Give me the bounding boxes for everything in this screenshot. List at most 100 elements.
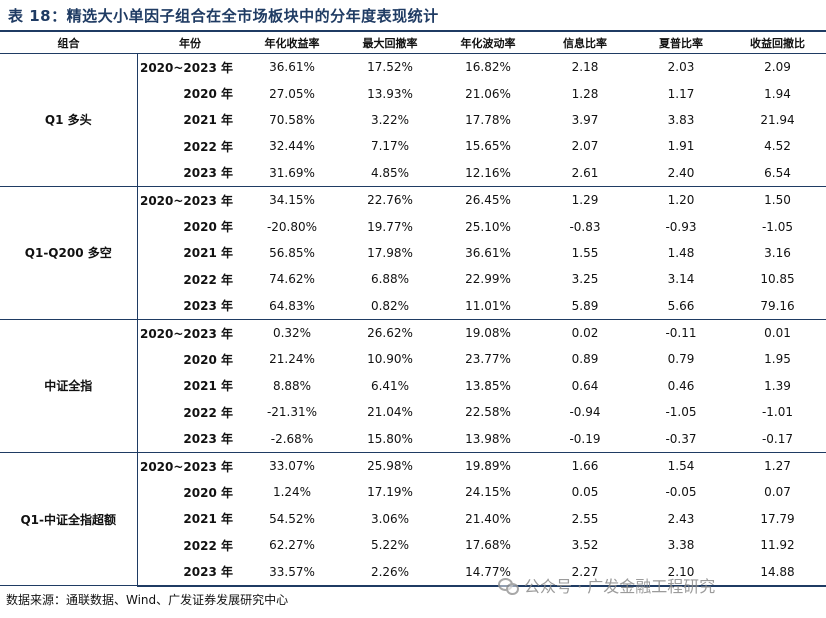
value-cell: 5.89 [537,292,633,320]
value-cell: 3.83 [667,112,695,127]
table-row: Q1-中证全指超额 2020~2023 年 33.07% 25.98% 19.89% 1.… [0,452,826,587]
value-cell: 0.05 [571,485,599,500]
value-cell: -0.05 [665,485,697,500]
table-row: 2021 年 70.58% 3.22% 17.78% 3.97 3.83 21.94 [0,107,826,133]
title-divider [0,30,826,32]
wechat-icon [498,577,519,595]
value-cell: 19.77% [367,219,413,234]
value-cell: 33.57% [243,558,341,587]
group-name-cell: 中证全指 [0,319,138,453]
value-cell: 1.55 [571,245,599,260]
year-cell: 2020 年 [183,220,233,235]
value-cell: 2.03 [667,60,695,75]
value-cell: -0.17 [729,425,826,453]
value-cell: 11.92 [760,538,795,553]
year-cell: 2021 年 [183,113,233,128]
value-cell: 34.15% [269,193,315,208]
data-source-note: 数据来源：通联数据、Wind、广发证券发展研究中心 [6,593,289,607]
value-cell: 2.09 [764,60,791,75]
header-cell: 组合 [0,32,137,54]
value-cell: -0.19 [537,425,633,453]
value-cell: 4.52 [764,139,791,154]
value-cell: 0.01 [764,326,791,341]
value-cell: 0.46 [667,378,695,393]
value-cell: 62.27% [269,538,315,553]
watermark-text: 公众号 · 广发金融工程研究 [524,577,716,596]
value-cell: 0.32% [272,326,312,341]
value-cell: 15.65% [465,139,511,154]
value-cell: 17.78% [465,112,511,127]
header-cell: 信息比率 [537,32,633,54]
table-row: 2021 年 8.88% 6.41% 13.85% 0.64 0.46 1.39 [0,373,826,399]
value-cell: 25.10% [465,219,511,234]
table-row: 2023 年 33.57% 2.26% 14.77% 2.27 2.10 14.88 [0,558,826,587]
value-cell: 23.77% [465,352,511,367]
header-cell: 年份 [137,32,243,54]
year-cell: 2023 年 [137,159,243,187]
value-cell: 1.91 [667,139,695,154]
value-cell: 33.07% [269,459,315,474]
value-cell: 26.45% [465,193,511,208]
value-cell: 56.85% [269,245,315,260]
header-cell: 年化波动率 [439,32,537,54]
value-cell: 2.18 [571,60,599,75]
group-name-cell: Q1 多头 [0,53,138,187]
year-cell: 2020~2023 年 [139,459,233,474]
year-cell: 2022 年 [183,538,233,553]
year-cell: 2021 年 [183,246,233,261]
value-cell: 21.94 [760,112,795,127]
year-cell: 2022 年 [183,405,233,420]
value-cell: 17.68% [465,538,511,553]
value-cell: 1.48 [667,245,695,260]
value-cell: 1.29 [571,193,599,208]
value-cell: 1.54 [667,459,695,474]
value-cell: 2.07 [571,139,599,154]
value-cell: 1.94 [764,86,791,101]
value-cell: 3.25 [571,272,599,287]
value-cell: 0.79 [667,352,695,367]
value-cell: 1.20 [667,193,695,208]
value-cell: 21.06% [465,86,511,101]
value-cell: 2.43 [667,511,695,526]
value-cell: 3.22% [370,112,410,127]
value-cell: 10.85 [760,272,795,287]
value-cell: 0.89 [571,352,599,367]
year-cell: 2023 年 [137,425,243,453]
value-cell: 19.89% [465,459,511,474]
value-cell: -1.05 [665,405,697,420]
value-cell: 0.82% [341,292,439,320]
value-cell: 6.88% [370,272,410,287]
watermark: 公众号 · 广发金融工程研究 [498,574,715,596]
value-cell: 0.02 [571,326,599,341]
value-cell: 12.16% [439,159,537,187]
group-name-cell: Q1-中证全指超额 [0,452,138,587]
value-cell: 17.52% [367,60,413,75]
value-cell: 36.61% [269,60,315,75]
value-cell: 14.88 [729,558,826,587]
value-cell: -0.83 [569,219,601,234]
value-cell: 11.01% [439,292,537,320]
year-cell: 2020 年 [183,485,233,500]
header-cell: 夏普比率 [633,32,729,54]
table-body: Q1 多头 2020~2023 年 36.61% 17.52% 16.82% 2.18 2.… [0,53,826,587]
year-cell: 2022 年 [183,139,233,154]
year-cell: 2020 年 [183,352,233,367]
table-row: 2020 年 27.05% 13.93% 21.06% 1.28 1.17 1.94 [0,80,826,106]
value-cell: 1.17 [667,86,695,101]
value-cell: -0.37 [633,425,729,453]
value-cell: 22.58% [465,405,511,420]
year-cell: 2022 年 [183,272,233,287]
header-cell: 收益回撤比 [729,32,826,54]
value-cell: 1.39 [764,378,791,393]
value-cell: 3.38 [667,538,695,553]
value-cell: 64.83% [243,292,341,320]
table-row: 2021 年 56.85% 17.98% 36.61% 1.55 1.48 3.16 [0,240,826,266]
value-cell: 1.95 [764,352,791,367]
value-cell: 36.61% [465,245,511,260]
value-cell: -0.11 [665,326,697,341]
header-cell: 最大回撤率 [341,32,439,54]
value-cell: -1.01 [761,405,794,420]
value-cell: 3.97 [571,112,599,127]
value-cell: 0.07 [764,485,791,500]
table-row: 2020 年 21.24% 10.90% 23.77% 0.89 0.79 1.95 [0,346,826,372]
